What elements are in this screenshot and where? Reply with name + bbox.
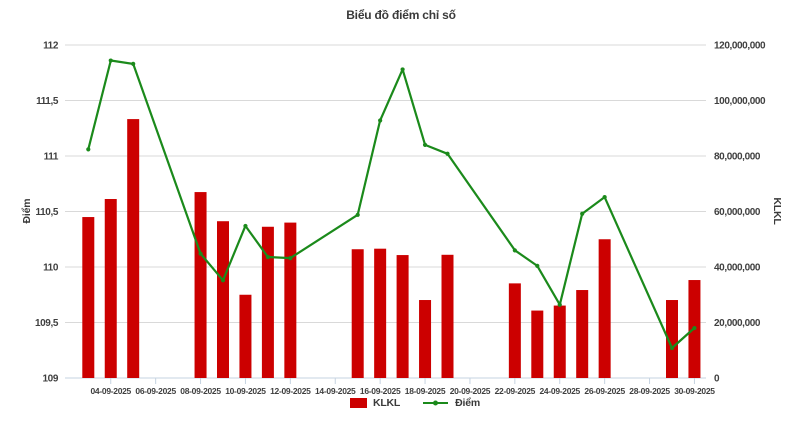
right-axis-tick-label: 0: [714, 374, 720, 385]
right-axis-tick-label: 100,000,000: [714, 96, 766, 107]
diem-marker-23-09-2025: [535, 263, 540, 268]
bar-11-09-2025: [261, 226, 274, 378]
diem-marker-09-09-2025: [220, 278, 226, 283]
right-axis-title: KLKL: [771, 197, 783, 225]
diem-marker-24-09-2025: [557, 302, 562, 307]
bar-04-09-2025: [104, 199, 117, 378]
right-axis-tick-label: 120,000,000: [714, 41, 766, 52]
legend-label-klkl: KLKL: [372, 397, 401, 409]
diem-marker-12-09-2025: [288, 256, 293, 261]
left-axis-tick-label: 109: [43, 374, 59, 385]
diem-line: [87, 59, 696, 350]
diem-marker-05-09-2025: [131, 61, 136, 66]
bar-12-09-2025: [284, 222, 297, 378]
bar-23-09-2025: [531, 310, 544, 378]
bar-26-09-2025: [598, 239, 611, 378]
x-axis-tick-label: 22-09-2025: [495, 386, 536, 396]
bar-29-09-2025: [666, 300, 678, 378]
chart-title: Biểu đồ điểm chỉ số: [346, 8, 456, 22]
diem-marker-11-09-2025: [265, 254, 270, 260]
left-axis-tick-label: 111: [44, 152, 59, 163]
diem-marker-17-09-2025: [400, 67, 405, 72]
legend-item-diem[interactable]: Điểm: [422, 397, 480, 409]
bar-series-swatch-icon: [349, 398, 367, 408]
diem-marker-15-09-2025: [355, 212, 360, 217]
x-axis-tick-label: 26-09-2025: [584, 386, 625, 396]
line-series-swatch-icon: [423, 400, 449, 406]
x-axis-tick-label: 18-09-2025: [405, 386, 446, 396]
diem-marker-08-09-2025: [198, 251, 203, 256]
left-axis-tick-label: 110: [43, 263, 59, 274]
right-axis-tick-label: 40,000,000: [714, 263, 761, 274]
x-axis-tick-label: 20-09-2025: [450, 386, 491, 396]
diem-marker-10-09-2025: [243, 223, 248, 229]
right-axis-tick-label: 20,000,000: [714, 318, 761, 329]
left-axis-tick-label: 110,5: [36, 207, 59, 218]
bar-03-09-2025: [82, 217, 95, 378]
diem-marker-19-09-2025: [445, 151, 450, 156]
legend-item-klkl[interactable]: KLKL: [349, 397, 401, 409]
bar-16-09-2025: [374, 248, 387, 378]
diem-marker-03-09-2025: [86, 147, 91, 152]
bar-22-09-2025: [508, 283, 521, 378]
diem-marker-04-09-2025: [108, 58, 113, 63]
diem-marker-29-09-2025: [669, 345, 675, 351]
bar-10-09-2025: [239, 294, 252, 378]
bar-05-09-2025: [127, 119, 140, 378]
bar-09-09-2025: [217, 221, 229, 378]
left-axis-tick-label: 112: [43, 41, 59, 52]
x-axis-tick-label: 28-09-2025: [629, 386, 670, 396]
bar-24-09-2025: [553, 305, 566, 378]
diem-marker-18-09-2025: [422, 142, 428, 147]
diem-marker-16-09-2025: [378, 118, 383, 123]
x-axis-tick-label: 04-09-2025: [91, 386, 132, 396]
bar-15-09-2025: [351, 249, 364, 378]
legend-label-diem: Điểm: [455, 397, 481, 409]
bar-18-09-2025: [419, 300, 432, 378]
bar-08-09-2025: [194, 192, 207, 378]
bar-17-09-2025: [396, 255, 409, 378]
x-axis-tick-label: 24-09-2025: [540, 386, 581, 396]
bar-25-09-2025: [576, 290, 589, 378]
x-axis-tick-label: 14-09-2025: [315, 386, 356, 396]
diem-marker-25-09-2025: [580, 211, 585, 216]
x-axis-tick-label: 10-09-2025: [225, 386, 266, 396]
x-axis-tick-label: 16-09-2025: [360, 386, 401, 396]
x-axis-tick-label: 12-09-2025: [270, 386, 311, 396]
x-axis-tick-label: 30-09-2025: [674, 386, 715, 396]
diem-marker-26-09-2025: [602, 194, 607, 200]
right-axis-tick-label: 60,000,000: [714, 207, 761, 218]
diem-marker-30-09-2025: [692, 325, 697, 331]
bar-19-09-2025: [441, 254, 454, 378]
right-axis-tick-label: 80,000,000: [714, 152, 761, 163]
left-axis-tick-label: 111,5: [36, 96, 59, 107]
legend: KLKL Điểm: [0, 397, 802, 409]
diem-marker-22-09-2025: [512, 248, 517, 253]
left-axis-title: Điểm: [21, 198, 33, 224]
x-axis-tick-label: 06-09-2025: [135, 386, 176, 396]
left-axis-tick-label: 109,5: [35, 318, 59, 329]
x-axis-tick-label: 08-09-2025: [180, 386, 221, 396]
